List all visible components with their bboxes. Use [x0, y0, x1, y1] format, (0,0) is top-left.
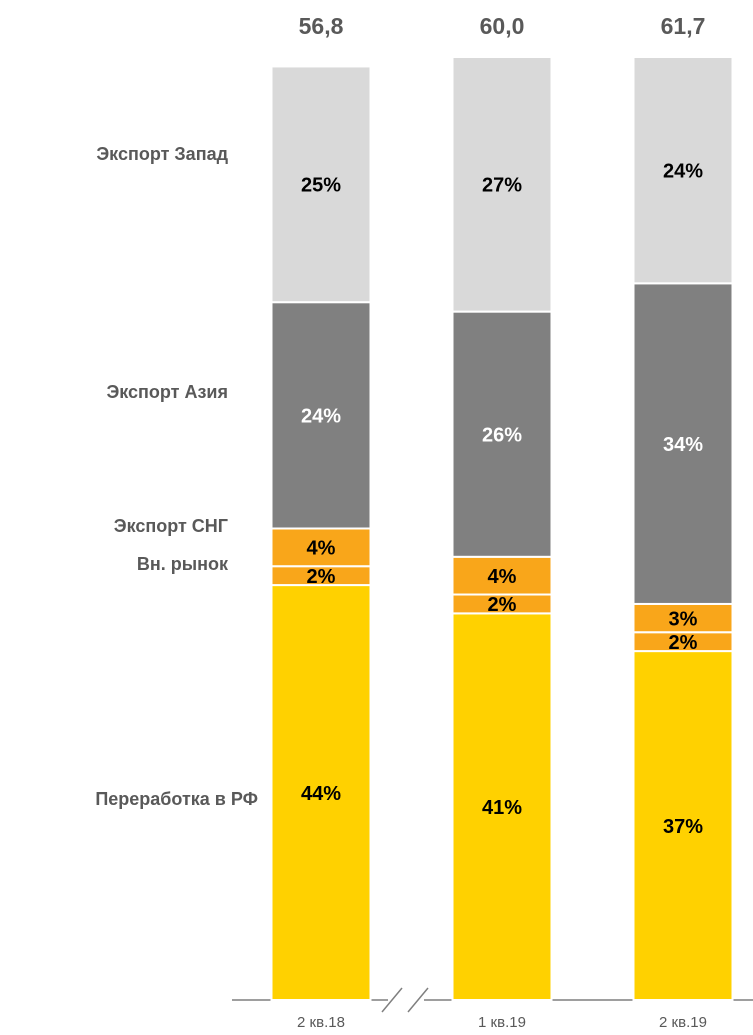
value-label: 37% — [663, 816, 703, 838]
series-name: Экспорт Азия — [106, 382, 228, 402]
bar-segment — [451, 56, 553, 313]
bar-segment — [632, 650, 734, 1002]
value-label: 4% — [488, 566, 517, 588]
value-label: 3% — [669, 608, 698, 630]
value-label: 2% — [669, 632, 698, 654]
value-label: 27% — [482, 175, 522, 197]
series-name: Вн. рынок — [137, 554, 229, 574]
axis-break — [381, 987, 403, 1013]
x-tick-label: 2 кв.18 — [297, 1014, 345, 1031]
total-label: 56,8 — [299, 13, 344, 39]
x-tick-label: 1 кв.19 — [478, 1014, 526, 1031]
value-label: 2% — [488, 594, 517, 616]
value-label: 34% — [663, 434, 703, 456]
total-label: 60,0 — [480, 13, 525, 39]
bar-segment — [270, 65, 372, 304]
value-label: 24% — [663, 160, 703, 182]
value-label: 44% — [301, 783, 341, 805]
value-label: 26% — [482, 424, 522, 446]
bar-segment — [632, 282, 734, 605]
bar-segment — [632, 56, 734, 285]
x-tick-label: 2 кв.19 — [659, 1014, 707, 1031]
value-label: 24% — [301, 406, 341, 428]
value-label: 4% — [307, 538, 336, 560]
bar-segment — [270, 527, 372, 568]
axis-break — [407, 987, 429, 1013]
series-name: Переработка в РФ — [95, 789, 258, 809]
total-label: 61,7 — [661, 13, 706, 39]
bar-segment — [451, 555, 553, 596]
value-label: 2% — [307, 566, 336, 588]
value-label: 25% — [301, 175, 341, 197]
bar-segment — [270, 584, 372, 1002]
value-label: 41% — [482, 797, 522, 819]
series-name: Экспорт СНГ — [114, 516, 228, 536]
bar-segment — [451, 310, 553, 558]
series-name: Экспорт Запад — [96, 144, 228, 164]
